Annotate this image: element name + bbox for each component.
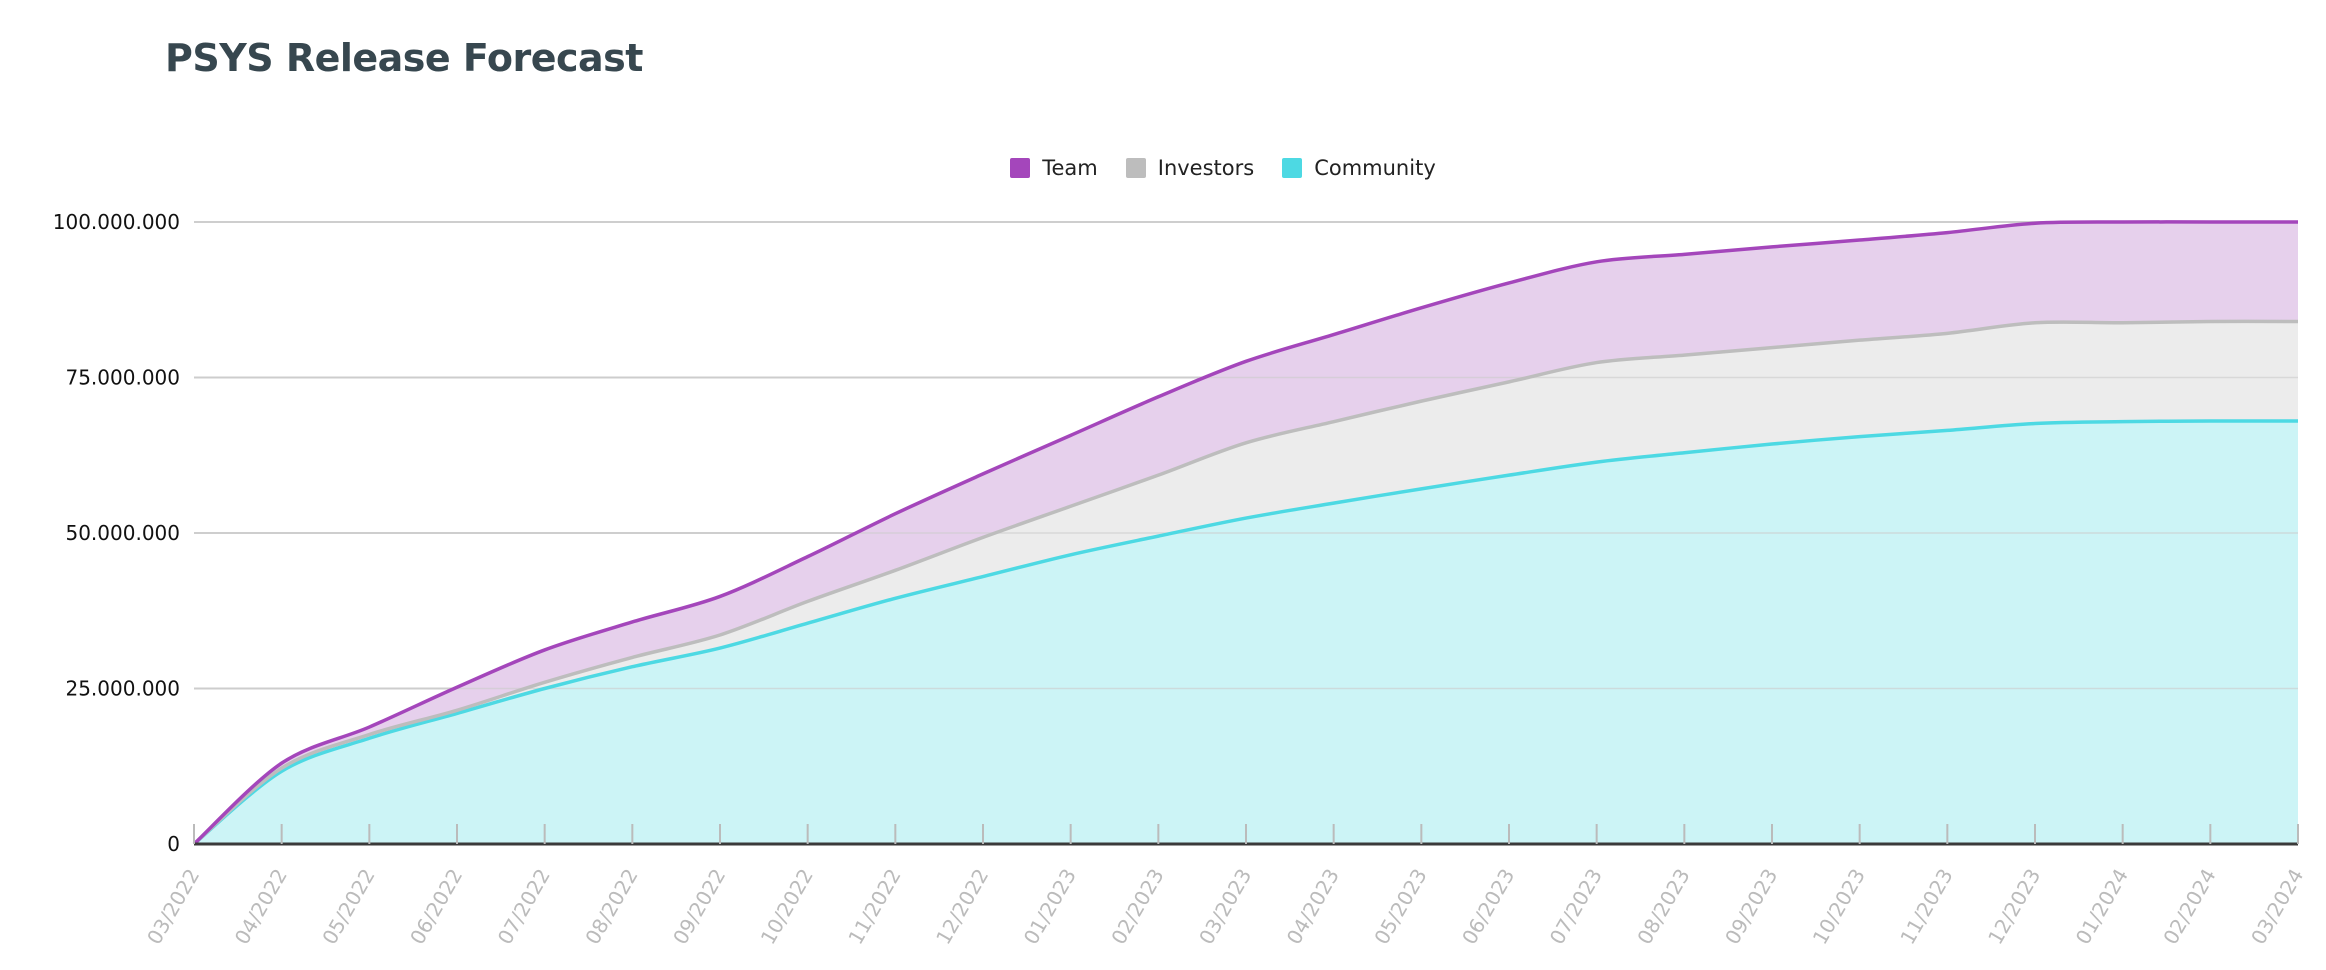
x-tick-label: 02/2024	[2158, 865, 2220, 949]
x-tick-label: 08/2023	[1632, 865, 1694, 949]
x-tick-label: 11/2022	[843, 865, 905, 949]
x-tick-label: 09/2022	[668, 865, 730, 949]
x-tick-label: 05/2023	[1369, 865, 1431, 949]
x-tick-label: 07/2022	[493, 865, 555, 949]
y-tick-label: 75.000.000	[65, 366, 180, 390]
x-tick-label: 11/2023	[1895, 865, 1957, 949]
x-tick-label: 07/2023	[1545, 865, 1607, 949]
y-tick-label: 0	[167, 832, 180, 856]
y-tick-label: 100.000.000	[53, 210, 180, 234]
x-tick-label: 02/2023	[1106, 865, 1168, 949]
legend-item-community[interactable]: Community	[1282, 156, 1436, 180]
legend-swatch-community	[1282, 158, 1303, 178]
line-investors	[192, 319, 2299, 846]
line-community	[192, 419, 2299, 846]
chart-title: PSYS Release Forecast	[165, 36, 643, 80]
line-team	[192, 220, 2298, 846]
legend-label-investors: Investors	[1157, 156, 1255, 180]
legend-item-investors[interactable]: Investors	[1125, 156, 1255, 180]
x-tick-label: 03/2022	[142, 865, 204, 949]
x-tick-label: 01/2023	[1019, 865, 1081, 949]
x-tick-label: 04/2022	[230, 865, 292, 949]
x-tick-label: 04/2023	[1282, 865, 1344, 949]
legend: Team Investors Community	[0, 156, 2326, 180]
x-tick-label: 06/2022	[405, 865, 467, 949]
legend-label-community: Community	[1314, 156, 1436, 180]
x-tick-label: 10/2022	[756, 865, 818, 949]
x-tick-label: 01/2024	[2071, 865, 2133, 949]
legend-swatch-investors	[1125, 158, 1146, 178]
x-tick-label: 12/2023	[1983, 865, 2045, 949]
area-community	[194, 420, 2298, 844]
x-tick-label: 05/2022	[317, 865, 379, 949]
legend-item-team[interactable]: Team	[1010, 156, 1098, 180]
x-tick-label: 06/2023	[1457, 865, 1519, 949]
x-tick-label: 09/2023	[1720, 865, 1782, 949]
x-tick-label: 03/2024	[2246, 865, 2308, 949]
y-tick-label: 50.000.000	[65, 521, 180, 545]
x-tick-label: 03/2023	[1194, 865, 1256, 949]
x-tick-label: 10/2023	[1808, 865, 1870, 949]
x-tick-label: 08/2022	[580, 865, 642, 949]
legend-swatch-team	[1010, 158, 1031, 178]
x-tick-label: 12/2022	[931, 865, 993, 949]
legend-label-team: Team	[1042, 156, 1098, 180]
y-tick-label: 25.000.000	[65, 677, 180, 701]
